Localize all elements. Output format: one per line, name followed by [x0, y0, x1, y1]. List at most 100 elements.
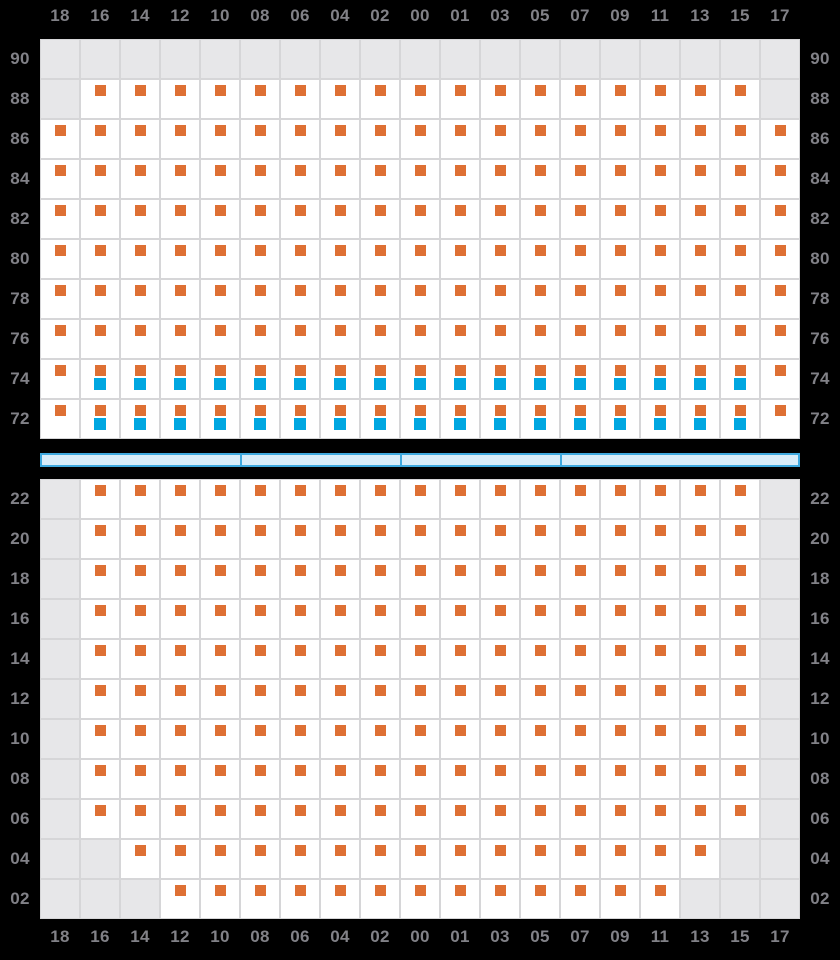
- seat-cell[interactable]: [320, 799, 360, 839]
- seat-cell[interactable]: [720, 159, 760, 199]
- seat-cell[interactable]: [680, 759, 720, 799]
- seat-cell[interactable]: [560, 839, 600, 879]
- seat-cell[interactable]: [760, 319, 800, 359]
- seat-cell[interactable]: [80, 279, 120, 319]
- seat-cell[interactable]: [720, 559, 760, 599]
- seat-cell[interactable]: [400, 359, 440, 399]
- seat-cell[interactable]: [680, 639, 720, 679]
- seat-cell[interactable]: [640, 839, 680, 879]
- seat-cell[interactable]: [40, 319, 80, 359]
- seat-cell[interactable]: [640, 759, 680, 799]
- seat-cell[interactable]: [240, 319, 280, 359]
- seat-cell[interactable]: [640, 479, 680, 519]
- seat-cell[interactable]: [600, 519, 640, 559]
- seat-cell[interactable]: [560, 239, 600, 279]
- seat-cell[interactable]: [560, 399, 600, 439]
- seat-cell[interactable]: [360, 559, 400, 599]
- seat-cell[interactable]: [240, 559, 280, 599]
- seat-cell[interactable]: [280, 119, 320, 159]
- seat-cell[interactable]: [80, 479, 120, 519]
- seat-cell[interactable]: [120, 279, 160, 319]
- seat-cell[interactable]: [40, 279, 80, 319]
- seat-cell[interactable]: [160, 199, 200, 239]
- seat-cell[interactable]: [280, 759, 320, 799]
- seat-cell[interactable]: [680, 79, 720, 119]
- seat-cell[interactable]: [280, 279, 320, 319]
- seat-cell[interactable]: [480, 719, 520, 759]
- seat-cell[interactable]: [40, 159, 80, 199]
- seat-cell[interactable]: [440, 239, 480, 279]
- seat-cell[interactable]: [400, 79, 440, 119]
- seat-cell[interactable]: [440, 519, 480, 559]
- seat-cell[interactable]: [80, 719, 120, 759]
- seat-cell[interactable]: [400, 639, 440, 679]
- seat-cell[interactable]: [400, 399, 440, 439]
- seat-cell[interactable]: [640, 159, 680, 199]
- seat-cell[interactable]: [360, 79, 400, 119]
- seat-cell[interactable]: [480, 879, 520, 919]
- seat-cell[interactable]: [760, 159, 800, 199]
- seat-cell[interactable]: [480, 159, 520, 199]
- seat-cell[interactable]: [320, 639, 360, 679]
- seat-cell[interactable]: [400, 559, 440, 599]
- seat-cell[interactable]: [480, 239, 520, 279]
- seat-cell[interactable]: [600, 199, 640, 239]
- seat-cell[interactable]: [480, 319, 520, 359]
- seat-cell[interactable]: [240, 639, 280, 679]
- seat-cell[interactable]: [560, 639, 600, 679]
- seat-cell[interactable]: [80, 199, 120, 239]
- seat-cell[interactable]: [600, 559, 640, 599]
- seat-cell[interactable]: [520, 839, 560, 879]
- seat-cell[interactable]: [160, 719, 200, 759]
- seat-cell[interactable]: [120, 359, 160, 399]
- seat-cell[interactable]: [280, 799, 320, 839]
- seat-cell[interactable]: [640, 799, 680, 839]
- seat-cell[interactable]: [640, 239, 680, 279]
- seat-cell[interactable]: [640, 519, 680, 559]
- seat-cell[interactable]: [360, 839, 400, 879]
- seat-cell[interactable]: [520, 279, 560, 319]
- seat-cell[interactable]: [720, 199, 760, 239]
- seat-cell[interactable]: [680, 719, 720, 759]
- seat-cell[interactable]: [400, 239, 440, 279]
- seat-cell[interactable]: [320, 719, 360, 759]
- seat-cell[interactable]: [600, 799, 640, 839]
- seat-cell[interactable]: [120, 519, 160, 559]
- seat-cell[interactable]: [520, 679, 560, 719]
- seat-cell[interactable]: [200, 639, 240, 679]
- seat-cell[interactable]: [720, 79, 760, 119]
- seat-cell[interactable]: [80, 119, 120, 159]
- seat-cell[interactable]: [120, 599, 160, 639]
- seat-cell[interactable]: [600, 719, 640, 759]
- seat-cell[interactable]: [560, 559, 600, 599]
- seat-cell[interactable]: [520, 559, 560, 599]
- seat-cell[interactable]: [720, 319, 760, 359]
- seat-cell[interactable]: [200, 199, 240, 239]
- seat-cell[interactable]: [160, 239, 200, 279]
- seat-cell[interactable]: [320, 359, 360, 399]
- seat-cell[interactable]: [760, 199, 800, 239]
- seat-cell[interactable]: [360, 879, 400, 919]
- seat-cell[interactable]: [400, 679, 440, 719]
- seat-cell[interactable]: [720, 679, 760, 719]
- seat-cell[interactable]: [280, 679, 320, 719]
- seat-cell[interactable]: [320, 759, 360, 799]
- seat-cell[interactable]: [120, 399, 160, 439]
- seat-cell[interactable]: [280, 399, 320, 439]
- seat-cell[interactable]: [240, 159, 280, 199]
- seat-cell[interactable]: [240, 239, 280, 279]
- seat-cell[interactable]: [720, 279, 760, 319]
- seat-cell[interactable]: [320, 79, 360, 119]
- seat-cell[interactable]: [440, 599, 480, 639]
- seat-cell[interactable]: [440, 199, 480, 239]
- seat-cell[interactable]: [600, 399, 640, 439]
- seat-cell[interactable]: [480, 559, 520, 599]
- seat-cell[interactable]: [360, 159, 400, 199]
- seat-cell[interactable]: [440, 319, 480, 359]
- seat-cell[interactable]: [720, 799, 760, 839]
- seat-cell[interactable]: [680, 199, 720, 239]
- seat-cell[interactable]: [320, 119, 360, 159]
- seat-cell[interactable]: [80, 679, 120, 719]
- seat-cell[interactable]: [520, 879, 560, 919]
- seat-cell[interactable]: [280, 359, 320, 399]
